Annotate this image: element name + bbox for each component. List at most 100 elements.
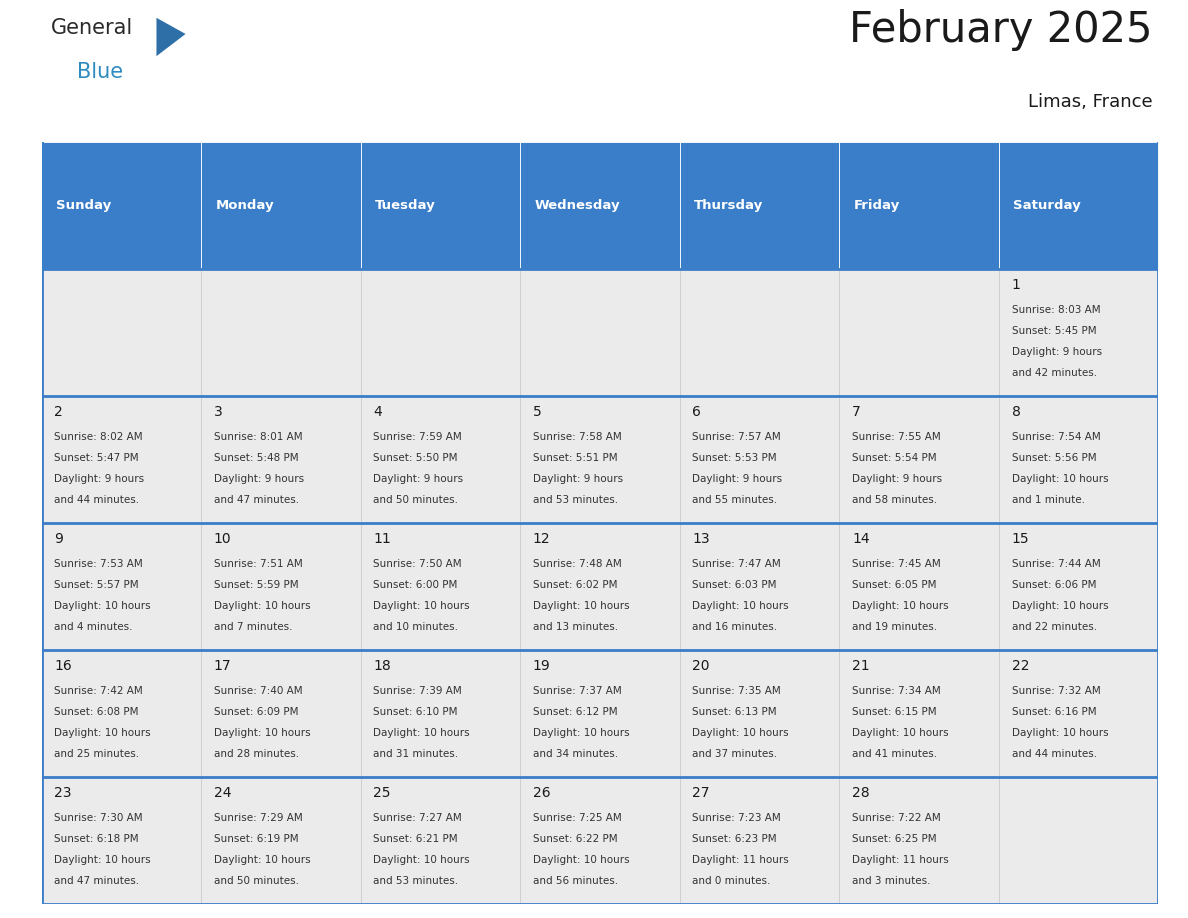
Bar [520, 650, 680, 778]
Bar [680, 397, 839, 523]
Text: Sunset: 6:19 PM: Sunset: 6:19 PM [214, 834, 298, 844]
Bar [42, 650, 201, 778]
Text: and 56 minutes.: and 56 minutes. [533, 876, 618, 886]
Text: Sunset: 6:09 PM: Sunset: 6:09 PM [214, 707, 298, 717]
Text: Sunrise: 7:58 AM: Sunrise: 7:58 AM [533, 431, 621, 442]
Text: Daylight: 9 hours: Daylight: 9 hours [373, 474, 463, 484]
Bar [520, 397, 680, 523]
Bar [520, 269, 680, 397]
Polygon shape [157, 17, 185, 56]
Text: and 10 minutes.: and 10 minutes. [373, 621, 459, 632]
Bar [201, 397, 361, 523]
Bar [839, 778, 999, 904]
Text: 20: 20 [693, 659, 710, 673]
Bar [680, 778, 839, 904]
Text: Sunset: 5:59 PM: Sunset: 5:59 PM [214, 580, 298, 589]
Text: Daylight: 10 hours: Daylight: 10 hours [55, 728, 151, 738]
Text: Sunset: 6:21 PM: Sunset: 6:21 PM [373, 834, 459, 844]
Text: 17: 17 [214, 659, 232, 673]
Text: and 3 minutes.: and 3 minutes. [852, 876, 930, 886]
Text: Sunset: 6:13 PM: Sunset: 6:13 PM [693, 707, 777, 717]
Text: 3: 3 [214, 405, 222, 420]
Bar [999, 523, 1158, 650]
Text: and 22 minutes.: and 22 minutes. [1011, 621, 1097, 632]
Text: Tuesday: Tuesday [375, 199, 436, 212]
Text: Sunset: 5:51 PM: Sunset: 5:51 PM [533, 453, 618, 463]
Text: and 44 minutes.: and 44 minutes. [55, 495, 139, 505]
Text: Daylight: 10 hours: Daylight: 10 hours [55, 600, 151, 610]
Text: and 19 minutes.: and 19 minutes. [852, 621, 937, 632]
Text: Daylight: 9 hours: Daylight: 9 hours [852, 474, 942, 484]
Text: Sunrise: 7:59 AM: Sunrise: 7:59 AM [373, 431, 462, 442]
Text: Sunset: 5:56 PM: Sunset: 5:56 PM [1011, 453, 1097, 463]
Text: Sunset: 5:54 PM: Sunset: 5:54 PM [852, 453, 936, 463]
Bar [839, 397, 999, 523]
Text: 24: 24 [214, 786, 232, 800]
Text: 7: 7 [852, 405, 861, 420]
Text: Sunrise: 7:57 AM: Sunrise: 7:57 AM [693, 431, 782, 442]
Text: Sunset: 6:23 PM: Sunset: 6:23 PM [693, 834, 777, 844]
Text: and 50 minutes.: and 50 minutes. [214, 876, 299, 886]
Text: 2: 2 [55, 405, 63, 420]
Text: Daylight: 10 hours: Daylight: 10 hours [533, 728, 630, 738]
Text: 15: 15 [1011, 532, 1029, 546]
Text: Sunrise: 7:29 AM: Sunrise: 7:29 AM [214, 812, 303, 823]
Text: Sunset: 6:18 PM: Sunset: 6:18 PM [55, 834, 139, 844]
Text: Daylight: 10 hours: Daylight: 10 hours [55, 855, 151, 865]
Text: Sunset: 5:57 PM: Sunset: 5:57 PM [55, 580, 139, 589]
Text: and 44 minutes.: and 44 minutes. [1011, 749, 1097, 758]
Text: Sunrise: 7:39 AM: Sunrise: 7:39 AM [373, 686, 462, 696]
Text: Sunset: 6:15 PM: Sunset: 6:15 PM [852, 707, 936, 717]
Text: 19: 19 [533, 659, 551, 673]
Text: Sunrise: 7:22 AM: Sunrise: 7:22 AM [852, 812, 941, 823]
Text: Daylight: 10 hours: Daylight: 10 hours [373, 855, 470, 865]
Bar [201, 778, 361, 904]
Text: 14: 14 [852, 532, 870, 546]
Bar [999, 778, 1158, 904]
Text: Sunset: 6:10 PM: Sunset: 6:10 PM [373, 707, 457, 717]
Text: Sunrise: 7:45 AM: Sunrise: 7:45 AM [852, 559, 941, 569]
Text: Daylight: 10 hours: Daylight: 10 hours [373, 728, 470, 738]
Bar [999, 397, 1158, 523]
Bar [361, 142, 520, 269]
Text: 28: 28 [852, 786, 870, 800]
Text: Sunrise: 7:54 AM: Sunrise: 7:54 AM [1011, 431, 1100, 442]
Text: Daylight: 11 hours: Daylight: 11 hours [693, 855, 789, 865]
Bar [201, 269, 361, 397]
Text: Sunrise: 7:55 AM: Sunrise: 7:55 AM [852, 431, 941, 442]
Bar [201, 650, 361, 778]
Text: Daylight: 10 hours: Daylight: 10 hours [533, 600, 630, 610]
Text: Daylight: 10 hours: Daylight: 10 hours [693, 728, 789, 738]
Text: Sunset: 6:00 PM: Sunset: 6:00 PM [373, 580, 457, 589]
Text: Sunrise: 7:30 AM: Sunrise: 7:30 AM [55, 812, 143, 823]
Text: and 50 minutes.: and 50 minutes. [373, 495, 459, 505]
Text: General: General [51, 17, 133, 38]
Text: Sunset: 6:05 PM: Sunset: 6:05 PM [852, 580, 936, 589]
Text: Sunrise: 7:40 AM: Sunrise: 7:40 AM [214, 686, 303, 696]
Text: Sunset: 6:03 PM: Sunset: 6:03 PM [693, 580, 777, 589]
Bar [201, 523, 361, 650]
Text: Sunset: 5:47 PM: Sunset: 5:47 PM [55, 453, 139, 463]
Text: Daylight: 10 hours: Daylight: 10 hours [1011, 474, 1108, 484]
Bar [361, 523, 520, 650]
Text: 23: 23 [55, 786, 71, 800]
Text: Limas, France: Limas, France [1028, 94, 1152, 111]
Text: Sunrise: 7:23 AM: Sunrise: 7:23 AM [693, 812, 782, 823]
Text: Friday: Friday [854, 199, 899, 212]
Text: Daylight: 10 hours: Daylight: 10 hours [693, 600, 789, 610]
Text: Sunrise: 7:34 AM: Sunrise: 7:34 AM [852, 686, 941, 696]
Text: Daylight: 10 hours: Daylight: 10 hours [373, 600, 470, 610]
Text: Sunday: Sunday [56, 199, 112, 212]
Text: 16: 16 [55, 659, 72, 673]
Bar [361, 778, 520, 904]
Text: Sunset: 5:53 PM: Sunset: 5:53 PM [693, 453, 777, 463]
Text: and 37 minutes.: and 37 minutes. [693, 749, 778, 758]
Text: 8: 8 [1011, 405, 1020, 420]
Text: 27: 27 [693, 786, 710, 800]
Text: 12: 12 [533, 532, 550, 546]
Text: and 31 minutes.: and 31 minutes. [373, 749, 459, 758]
Bar [839, 142, 999, 269]
Text: and 42 minutes.: and 42 minutes. [1011, 368, 1097, 377]
Bar [520, 523, 680, 650]
Bar [999, 650, 1158, 778]
